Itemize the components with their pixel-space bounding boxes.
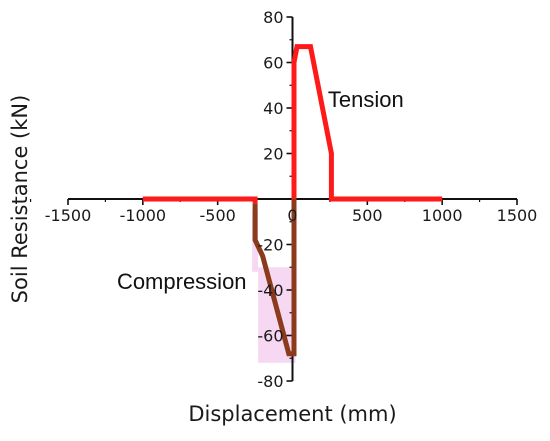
y-tick-label: -20: [257, 236, 283, 255]
x-axis-title: Displacement (mm): [188, 402, 396, 426]
x-tick-label: -1500: [45, 206, 92, 225]
series-line-2: [291, 44, 443, 202]
x-tick-label: 1000: [422, 206, 463, 225]
y-tick-label: 20: [263, 145, 283, 164]
x-tick-label: 1500: [497, 206, 538, 225]
x-tick-label: -1000: [120, 206, 167, 225]
y-tick-label: 40: [263, 99, 283, 118]
y-tick-label: -60: [257, 327, 283, 346]
x-tick-label: -500: [200, 206, 236, 225]
y-tick-label: 60: [263, 54, 283, 73]
y-tick-label: 80: [263, 8, 283, 27]
y-tick-label: -40: [257, 281, 283, 300]
y-axis-title: Soil Resistance (kN): [8, 95, 32, 304]
series-line-0: [142, 196, 258, 204]
y-tick-label: -80: [257, 372, 283, 391]
x-tick-label: 0: [287, 206, 297, 225]
series-line-1: [252, 199, 297, 357]
series-layer: [142, 44, 443, 357]
annotation-compression: Compression: [117, 269, 247, 294]
x-tick-label: 500: [352, 206, 383, 225]
annotation-tension: Tension: [328, 87, 404, 112]
tick-labels: -1500 -1000 -500 0 500 1000 1500 -80 -60 -40 -20 20…: [45, 8, 538, 391]
